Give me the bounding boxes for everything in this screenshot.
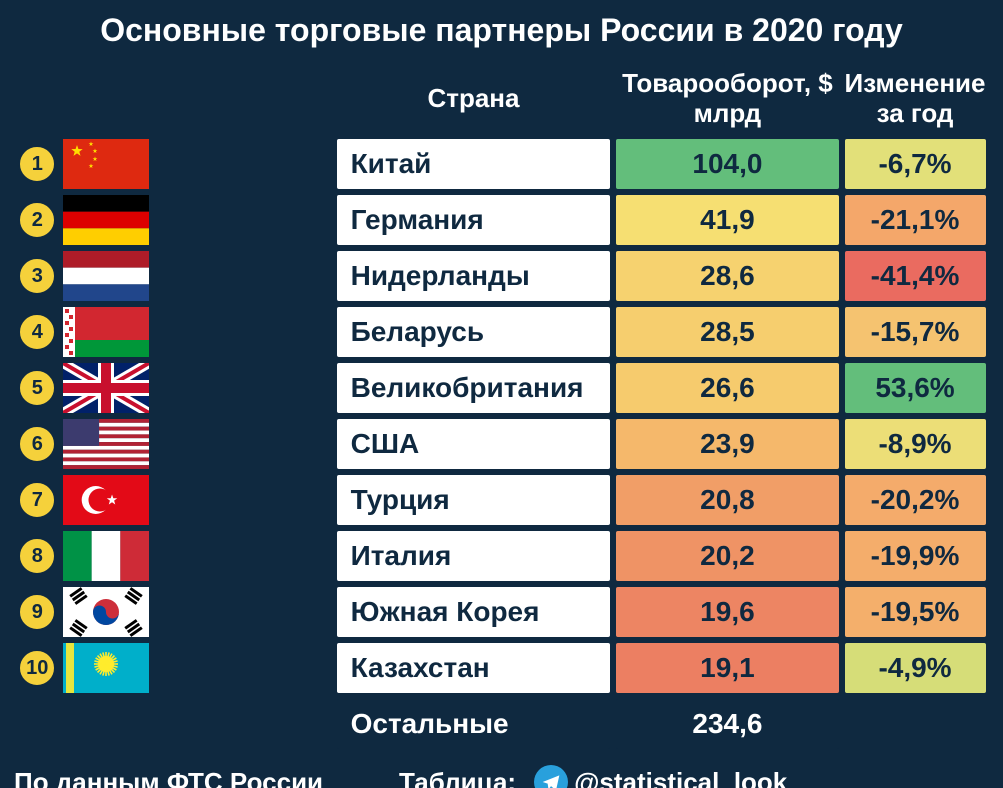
turnover-value: 19,6 — [616, 587, 838, 637]
rank-badge: 4 — [18, 313, 56, 351]
telegram-icon — [534, 765, 568, 788]
turnover-value: 20,8 — [616, 475, 838, 525]
turnover-value: 28,6 — [616, 251, 838, 301]
change-value: -6,7% — [845, 139, 986, 189]
turnover-value: 104,0 — [616, 139, 838, 189]
table-row: 3 Нидерланды28,6-41,4% — [18, 251, 986, 301]
rank-badge: 9 — [18, 593, 56, 631]
country-name: Китай — [337, 139, 611, 189]
telegram-link[interactable]: @statistical_look — [534, 765, 787, 788]
table-row: 2 Германия41,9-21,1% — [18, 195, 986, 245]
rank-badge: 10 — [18, 649, 56, 687]
page-title: Основные торговые партнеры России в 2020… — [0, 0, 1003, 59]
rank-badge: 5 — [18, 369, 56, 407]
rank-badge: 1 — [18, 145, 56, 183]
flag-cell — [63, 195, 330, 245]
footer-table-label: Таблица: — [399, 767, 516, 788]
country-name: Южная Корея — [337, 587, 611, 637]
change-value: 53,6% — [845, 363, 986, 413]
flag-cell — [63, 307, 330, 357]
infographic-root: Основные торговые партнеры России в 2020… — [0, 0, 1003, 788]
country-name: США — [337, 419, 611, 469]
rank-badge: 3 — [18, 257, 56, 295]
change-value: -19,9% — [845, 531, 986, 581]
table-header-row: Страна Товарооборот, $ млрд Изменение за… — [18, 65, 986, 133]
rank-badge: 8 — [18, 537, 56, 575]
change-value: -41,4% — [845, 251, 986, 301]
change-value: -19,5% — [845, 587, 986, 637]
rank-badge: 6 — [18, 425, 56, 463]
turnover-value: 26,6 — [616, 363, 838, 413]
table-row: 5 Великобритания26,653,6% — [18, 363, 986, 413]
flag-cell — [63, 363, 330, 413]
change-value: -21,1% — [845, 195, 986, 245]
change-value: -4,9% — [845, 643, 986, 693]
table-row: 8 Италия20,2-19,9% — [18, 531, 986, 581]
others-label: Остальные — [337, 699, 611, 749]
table-row: 6 США23,9-8,9% — [18, 419, 986, 469]
flag-cell — [63, 531, 330, 581]
country-name: Турция — [337, 475, 611, 525]
footer: По данным ФТС России Таблица: @statistic… — [0, 759, 1003, 788]
country-name: Великобритания — [337, 363, 611, 413]
turnover-value: 19,1 — [616, 643, 838, 693]
change-value: -15,7% — [845, 307, 986, 357]
table-row: 10 Казахстан19,1-4,9% — [18, 643, 986, 693]
col-country: Страна — [337, 65, 611, 133]
turnover-value: 20,2 — [616, 531, 838, 581]
turnover-value: 23,9 — [616, 419, 838, 469]
flag-cell — [63, 251, 330, 301]
others-turnover: 234,6 — [616, 699, 838, 749]
rank-badge: 2 — [18, 201, 56, 239]
table-row-others: Остальные234,6 — [18, 699, 986, 749]
turnover-value: 41,9 — [616, 195, 838, 245]
footer-source: По данным ФТС России — [14, 767, 323, 788]
flag-cell — [63, 587, 330, 637]
rank-badge: 7 — [18, 481, 56, 519]
table-row: 4 Беларусь28,5-15,7% — [18, 307, 986, 357]
table-row: 1 Китай104,0-6,7% — [18, 139, 986, 189]
country-name: Германия — [337, 195, 611, 245]
country-name: Нидерланды — [337, 251, 611, 301]
partners-table: Страна Товарооборот, $ млрд Изменение за… — [12, 59, 992, 755]
table-row: 9 Южная Корея19,6-19,5% — [18, 587, 986, 637]
table-row: 7 Турция20,8-20,2% — [18, 475, 986, 525]
turnover-value: 28,5 — [616, 307, 838, 357]
col-change: Изменение за год — [845, 65, 986, 133]
country-name: Италия — [337, 531, 611, 581]
flag-cell — [63, 419, 330, 469]
country-name: Беларусь — [337, 307, 611, 357]
flag-cell — [63, 643, 330, 693]
country-name: Казахстан — [337, 643, 611, 693]
col-turnover: Товарооборот, $ млрд — [616, 65, 838, 133]
change-value: -20,2% — [845, 475, 986, 525]
flag-cell — [63, 475, 330, 525]
telegram-handle: @statistical_look — [574, 767, 787, 788]
flag-cell — [63, 139, 330, 189]
change-value: -8,9% — [845, 419, 986, 469]
